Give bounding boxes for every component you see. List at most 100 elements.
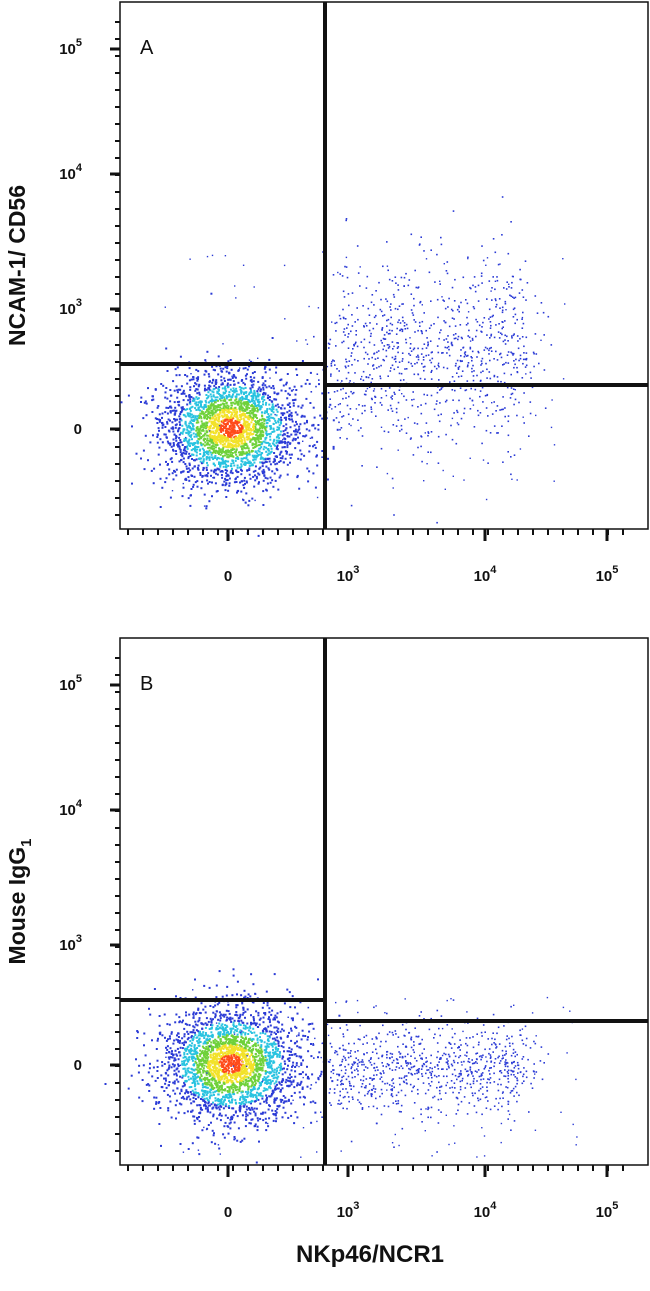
event-dot [314,446,317,449]
event-dot [267,1040,270,1043]
event-dot [175,1038,178,1041]
event-dot [472,284,474,287]
event-dot [494,288,496,291]
event-dot [206,1092,209,1094]
event-dot [220,414,223,417]
event-dot [219,411,222,414]
event-dot [308,450,311,453]
event-dot [388,329,391,332]
event-dot [205,1097,208,1100]
event-dot [274,1043,277,1046]
event-dot [276,1036,279,1039]
event-dot [374,358,377,360]
event-dot [303,415,306,418]
event-dot [252,1017,255,1020]
event-dot [256,417,258,420]
event-dot [270,386,273,389]
event-dot [212,1039,215,1042]
event-dot [221,443,224,446]
event-dot [392,348,394,350]
event-dot [525,336,528,339]
event-dot [226,367,229,370]
event-dot [247,403,250,406]
event-dot [191,405,194,408]
event-dot [225,1035,228,1038]
event-dot [219,428,222,431]
event-dot [290,414,293,417]
event-dot [215,365,218,368]
event-dot [231,449,234,451]
event-dot [225,370,228,373]
event-dot [233,1045,236,1048]
event-dot [223,433,225,436]
event-dot [346,404,349,407]
event-dot [306,1085,309,1088]
event-dot [215,418,218,421]
event-dot [199,1053,202,1056]
event-dot [240,457,243,460]
event-dot [241,1094,244,1097]
event-dot [181,409,184,412]
event-dot [397,351,399,354]
event-dot [200,400,203,403]
event-dot [490,333,493,336]
event-dot [487,462,489,464]
event-dot [197,429,200,432]
event-dot [243,420,246,423]
event-dot [223,415,226,418]
event-dot [253,1022,256,1025]
event-dot [165,477,168,480]
event-dot [319,1075,322,1078]
event-dot [275,1097,278,1100]
event-dot [386,331,388,334]
event-dot [206,417,208,420]
event-dot [506,386,509,389]
event-dot [286,441,289,444]
event-dot [254,458,257,461]
event-dot [283,1100,286,1103]
event-dot [199,1049,202,1052]
event-dot [490,290,492,292]
event-dot [287,435,290,438]
event-dot [196,415,199,418]
event-dot [252,455,255,458]
event-dot [272,427,275,430]
event-dot [190,419,193,422]
event-dot [191,1089,194,1092]
event-dot [301,360,304,362]
event-dot [290,1069,293,1072]
event-dot [174,418,177,421]
event-dot [424,402,427,405]
event-dot [213,1064,216,1067]
event-dot [219,442,222,445]
event-dot [178,374,181,377]
event-dot [207,1045,210,1048]
event-dot [264,460,267,463]
event-dot [254,1093,257,1096]
event-dot [176,366,179,369]
event-dot [388,278,391,281]
event-dot [238,421,241,424]
event-dot [178,404,181,407]
event-dot [398,319,400,321]
event-dot [469,457,471,459]
event-dot [197,437,200,440]
event-dot [168,405,171,408]
event-dot [218,389,220,392]
event-dot [353,358,356,361]
event-dot [255,456,258,459]
event-dot [191,423,194,425]
event-dot [493,358,495,360]
event-dot [140,457,142,460]
event-dot [225,402,228,405]
event-dot [505,361,507,364]
event-dot [160,383,163,385]
event-dot [192,428,195,431]
event-dot [250,384,253,387]
event-dot [219,470,222,473]
event-dot [374,396,377,398]
event-dot [235,1056,238,1059]
event-dot [226,479,229,481]
event-dot [200,487,203,490]
event-dot [456,411,459,414]
